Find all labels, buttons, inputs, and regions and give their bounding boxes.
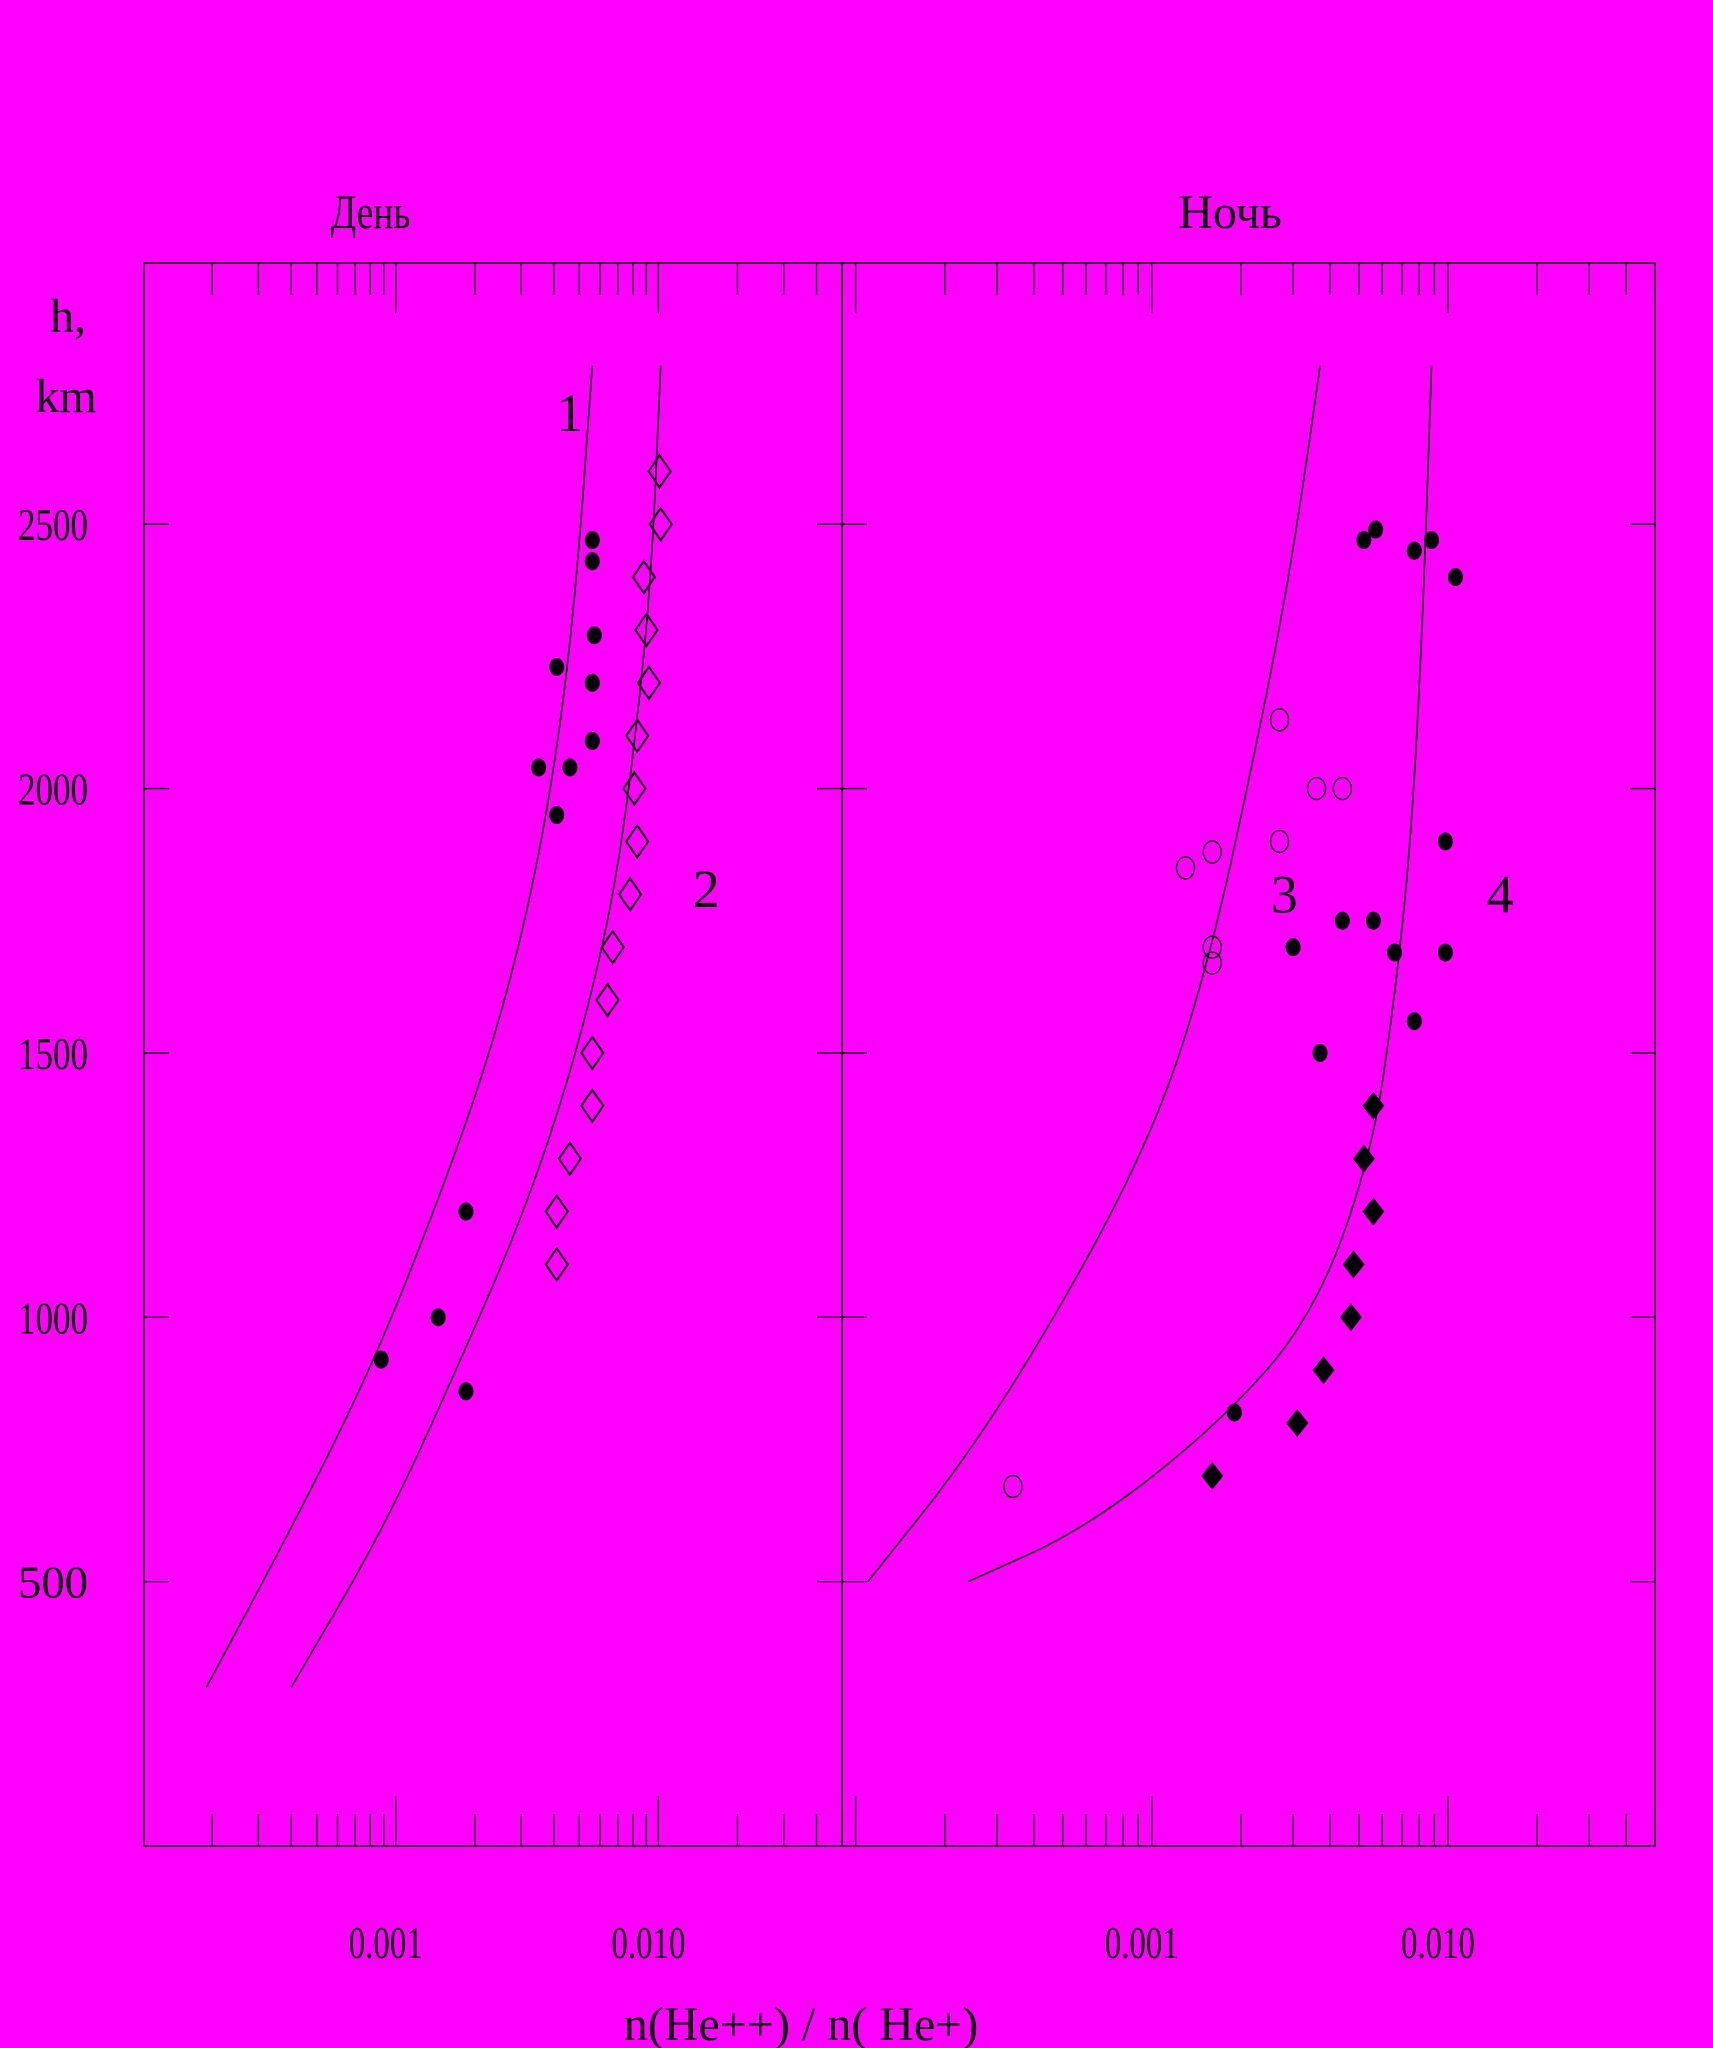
y-tick-label: 2500 — [18, 499, 88, 550]
data-point-open-diamond — [580, 1088, 605, 1124]
model-curve-2 — [290, 365, 662, 1688]
data-point-open-circle — [1003, 1474, 1023, 1499]
curve-label-4: 4 — [1487, 864, 1514, 924]
panel-night: Ночь 0.001 0.010 3 4 — [841, 186, 1656, 1968]
data-point-open-circle — [1332, 776, 1353, 801]
data-point-filled-circle — [458, 1382, 474, 1401]
data-point-open-diamond — [648, 506, 673, 542]
data-point-filled-circle — [1406, 541, 1422, 560]
data-point-open-diamond — [595, 982, 620, 1018]
data-point-filled-circle — [549, 805, 565, 824]
data-point-filled-circle — [531, 758, 547, 777]
x-tick-label: 0.010 — [1401, 1917, 1475, 1968]
data-point-filled-circle — [1285, 938, 1301, 957]
model-curve-4 — [967, 365, 1433, 1583]
data-point-filled-circle — [584, 531, 600, 550]
data-point-open-circle — [1202, 951, 1222, 975]
data-point-filled-circle — [458, 1202, 474, 1221]
data-point-filled-circle — [1226, 1403, 1242, 1422]
panel-day: День 0.001 0.010 1 2 — [143, 187, 843, 1968]
data-point-open-diamond — [580, 1035, 605, 1071]
data-point-filled-circle — [1312, 1043, 1328, 1062]
model-curve-3 — [867, 365, 1321, 1583]
data-point-open-diamond — [634, 612, 659, 648]
data-point-filled-circle — [1437, 832, 1453, 851]
data-point-filled-circle — [1447, 568, 1463, 587]
data-point-open-diamond — [557, 1140, 583, 1177]
data-point-open-diamond — [624, 717, 650, 754]
y-tick-label: 1000 — [18, 1292, 88, 1343]
data-point-open-circle — [1306, 776, 1327, 801]
x-axis-label: n(He++) / n( He+) — [624, 1998, 978, 2048]
data-point-filled-circle — [584, 731, 600, 750]
data-point-filled-circle — [1406, 1012, 1422, 1031]
data-point-open-diamond — [617, 876, 643, 913]
data-point-open-diamond — [600, 929, 625, 965]
data-point-filled-circle — [584, 673, 600, 692]
x-tick-label: 0.010 — [611, 1917, 685, 1968]
data-point-filled-diamond — [1342, 1250, 1365, 1279]
data-point-open-diamond — [624, 823, 650, 860]
y-tick-label: 1500 — [18, 1028, 88, 1079]
data-point-open-diamond — [544, 1246, 569, 1283]
data-point-filled-circle — [430, 1308, 446, 1327]
x-tick-label: 0.001 — [1105, 1917, 1179, 1968]
data-point-filled-circle — [373, 1350, 389, 1369]
data-point-open-circle — [1202, 840, 1222, 864]
data-point-filled-diamond — [1201, 1461, 1224, 1490]
data-point-filled-circle — [1356, 531, 1372, 550]
y-axis: h, km — [35, 290, 96, 423]
data-point-open-diamond — [622, 770, 647, 807]
data-point-filled-circle — [584, 552, 600, 571]
data-point-open-circle — [1269, 708, 1290, 732]
data-point-open-circle — [1269, 829, 1290, 854]
data-point-filled-circle — [1334, 911, 1350, 930]
data-point-filled-circle — [1368, 520, 1384, 539]
data-point-filled-diamond — [1352, 1144, 1375, 1173]
data-point-filled-circle — [1437, 943, 1453, 962]
model-curve-1 — [205, 365, 594, 1688]
y-axis-label-line2: km — [35, 370, 96, 423]
data-point-filled-circle — [1365, 911, 1381, 930]
data-point-filled-diamond — [1339, 1303, 1362, 1332]
data-point-open-diamond — [631, 559, 657, 595]
data-point-open-circle — [1202, 935, 1222, 959]
data-point-filled-circle — [1424, 531, 1440, 550]
y-tick-label: 2000 — [18, 764, 88, 815]
plot-frame — [841, 262, 1656, 1847]
data-point-filled-diamond — [1362, 1197, 1385, 1226]
data-point-filled-circle — [586, 626, 602, 645]
data-point-open-diamond — [636, 665, 662, 701]
curve-label-3: 3 — [1271, 864, 1298, 924]
data-point-filled-circle — [562, 758, 578, 777]
data-point-open-circle — [1175, 856, 1196, 880]
data-point-filled-diamond — [1312, 1356, 1335, 1385]
y-tick-label: 500 — [18, 1557, 88, 1608]
data-point-filled-circle — [1387, 943, 1403, 962]
curve-label-1: 1 — [556, 383, 583, 443]
data-point-filled-circle — [549, 657, 565, 676]
curve-label-2: 2 — [693, 859, 720, 919]
panel-title-night: Ночь — [1178, 186, 1281, 239]
data-point-open-diamond — [647, 453, 672, 490]
data-point-filled-diamond — [1286, 1409, 1309, 1438]
y-axis-label-line1: h, — [50, 290, 86, 343]
panel-title-day: День — [331, 187, 411, 239]
x-tick-label: 0.001 — [349, 1917, 423, 1968]
data-point-filled-diamond — [1362, 1091, 1385, 1120]
data-point-open-diamond — [544, 1193, 569, 1230]
